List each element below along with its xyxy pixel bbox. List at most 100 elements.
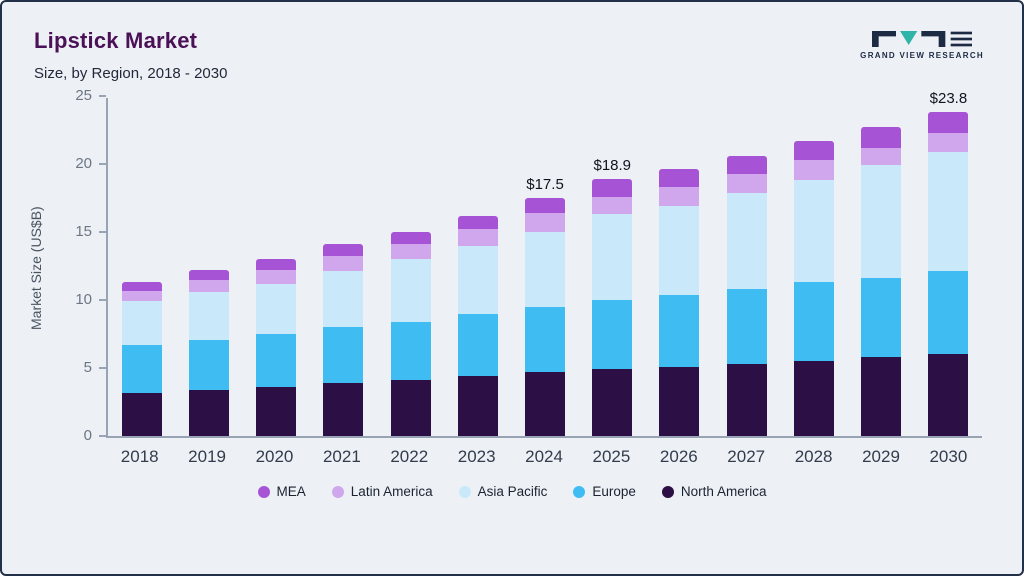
bar-segment-mea (121, 282, 162, 291)
bar-column-2026 (646, 98, 713, 436)
bar-segment-north-america (726, 363, 767, 436)
bar-2023 (457, 215, 498, 436)
bar-segment-asia-pacific (726, 192, 767, 290)
x-axis-label-2030: 2030 (929, 447, 968, 466)
bar-segment-europe (256, 334, 297, 387)
bar-segment-latin-america (525, 213, 566, 233)
legend-dot-icon (331, 485, 344, 498)
bar-segment-asia-pacific (457, 245, 498, 314)
chart-title: Lipstick Market (34, 28, 198, 53)
y-tick-mark (99, 163, 106, 165)
bar-2027 (726, 155, 767, 436)
x-axis-label-2022: 2022 (390, 447, 429, 466)
legend-dot-icon (458, 485, 471, 498)
bar-segment-asia-pacific (928, 151, 969, 272)
bar-segment-asia-pacific (188, 291, 229, 340)
bar-segment-asia-pacific (121, 301, 162, 345)
x-axis-label-2024: 2024 (525, 447, 563, 466)
y-tick-mark (99, 95, 106, 97)
bar-segment-asia-pacific (256, 283, 297, 334)
legend-item-north-america: North America (661, 484, 767, 499)
bar-segment-mea (188, 270, 229, 280)
bar-segment-mea (323, 244, 364, 257)
legend-dot-icon (257, 485, 270, 498)
bar-2024 (525, 198, 566, 436)
bar-segment-asia-pacific (390, 259, 431, 322)
x-axis: 2018 2019 2020 2021 2022 2023 2024 2025 2026 2027… (106, 447, 982, 467)
legend-label: North America (680, 484, 767, 499)
bar-segment-north-america (323, 383, 364, 436)
plot-area: 0 5 10 15 20 25 $17.5 $18.9 $23.8 (75, 87, 982, 444)
bar-segment-latin-america (121, 290, 162, 302)
bar-segment-europe (121, 344, 162, 393)
bar-segment-europe (726, 289, 767, 364)
bar-segment-north-america (525, 372, 566, 436)
bar-segment-latin-america (861, 147, 902, 166)
y-tick-mark (99, 367, 106, 369)
bar-segment-mea (928, 112, 969, 133)
y-tick-mark (99, 299, 106, 301)
y-tick-label-20: 20 (75, 155, 92, 172)
bar-segment-north-america (256, 387, 297, 436)
bar-2028 (793, 140, 834, 436)
bar-column-2030: $23.8 (915, 90, 982, 436)
bar-2030 (928, 112, 969, 436)
bar-column-2019 (175, 98, 242, 436)
bar-column-2024: $17.5 (511, 98, 578, 436)
y-tick-label-25: 25 (75, 87, 92, 104)
bar-segment-mea (390, 231, 431, 245)
bar-segment-latin-america (457, 229, 498, 246)
bar-segment-mea (592, 178, 633, 197)
bar-segment-europe (457, 313, 498, 377)
bar-segment-asia-pacific (323, 271, 364, 328)
bar-segment-europe (659, 294, 700, 367)
bar-segment-north-america (928, 354, 969, 436)
bar-column-2027 (713, 98, 780, 436)
bar-segment-latin-america (928, 132, 969, 152)
legend-item-mea: MEA (257, 484, 306, 499)
bar-segment-europe (188, 339, 229, 390)
bar-2018 (121, 282, 162, 436)
bar-segment-europe (525, 306, 566, 373)
legend-item-latin-america: Latin America (331, 484, 433, 499)
y-tick-label-15: 15 (75, 223, 92, 240)
bar-segment-mea (726, 155, 767, 174)
legend-label: Europe (592, 484, 636, 499)
logo-text: GRAND VIEW RESEARCH (860, 51, 984, 60)
bar-value-label-2030: $23.8 (929, 90, 968, 108)
chart-section: Market Size (US$B) 0 5 10 15 20 25 $17.5 $18.9 $… (2, 87, 1022, 499)
x-axis-label-2025: 2025 (592, 447, 631, 466)
bar-segment-north-america (592, 369, 633, 436)
bar-segment-europe (390, 321, 431, 381)
grand-view-research-logo: GRAND VIEW RESEARCH (860, 28, 984, 60)
bar-segment-latin-america (188, 279, 229, 292)
bar-segment-asia-pacific (525, 232, 566, 307)
bar-2021 (323, 244, 364, 436)
bar-segment-europe (592, 300, 633, 370)
bar-segment-latin-america (390, 244, 431, 260)
legend-label: Latin America (350, 484, 433, 499)
bar-2026 (659, 169, 700, 436)
bar-segment-europe (928, 271, 969, 355)
bar-2022 (390, 231, 431, 436)
bar-segment-latin-america (726, 173, 767, 193)
bar-segment-north-america (793, 361, 834, 436)
bar-column-2020 (242, 98, 309, 436)
x-axis-label-2020: 2020 (255, 447, 294, 466)
title-block: Lipstick Market Size, by Region, 2018 - … (34, 28, 227, 82)
bar-segment-mea (793, 140, 834, 160)
bar-segment-mea (457, 215, 498, 230)
bar-segment-latin-america (592, 196, 633, 215)
legend-label: MEA (276, 484, 306, 499)
bar-segment-asia-pacific (659, 206, 700, 295)
bar-column-2018 (108, 98, 175, 436)
bar-segment-north-america (457, 376, 498, 436)
bar-2019 (188, 270, 229, 436)
chart-subtitle: Size, by Region, 2018 - 2030 (34, 65, 228, 82)
y-tick-mark (99, 231, 106, 233)
bar-segment-latin-america (256, 270, 297, 284)
bar-column-2029 (848, 98, 915, 436)
bar-segment-latin-america (659, 187, 700, 207)
bar-2029 (861, 127, 902, 436)
